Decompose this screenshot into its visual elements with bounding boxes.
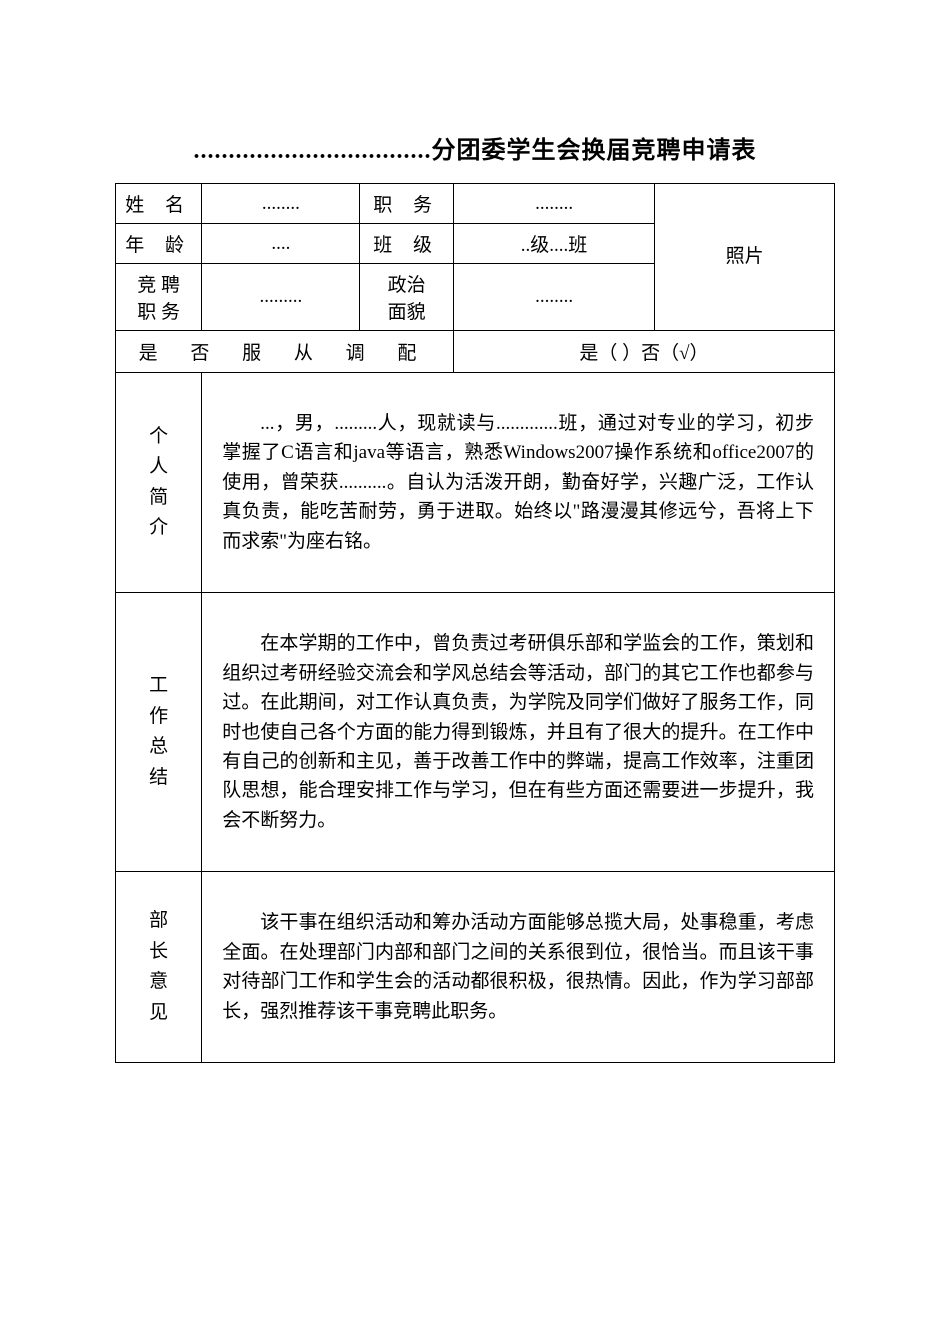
obey-label: 是 否 服 从 调 配 <box>116 331 454 373</box>
work-label: 工作总结 <box>116 593 202 872</box>
position-label: 职 务 <box>360 184 453 224</box>
obey-value: 是（ ）否（√） <box>453 331 834 373</box>
age-label: 年 龄 <box>116 224 202 264</box>
apply-label-line1: 竞 聘 <box>124 270 193 297</box>
intro-text: ...，男，.........人，现就读与.............班，通过对专… <box>210 379 826 586</box>
apply-position-label: 竞 聘 职 务 <box>116 264 202 331</box>
name-label: 姓 名 <box>116 184 202 224</box>
class-value: ..级....班 <box>453 224 654 264</box>
political-label: 政治 面貌 <box>360 264 453 331</box>
political-label-line1: 政治 <box>368 270 444 297</box>
political-value: ........ <box>453 264 654 331</box>
leader-text: 该干事在组织活动和筹办活动方面能够总揽大局，处事稳重，考虑全面。在处理部门内部和… <box>210 878 826 1056</box>
class-label: 班 级 <box>360 224 453 264</box>
work-content-cell: 在本学期的工作中，曾负责过考研俱乐部和学监会的工作，策划和组织过考研经验交流会和… <box>202 593 835 872</box>
intro-content-cell: ...，男，.........人，现就读与.............班，通过对专… <box>202 373 835 593</box>
work-text: 在本学期的工作中，曾负责过考研俱乐部和学监会的工作，策划和组织过考研经验交流会和… <box>210 599 826 865</box>
leader-label: 部长意见 <box>116 872 202 1063</box>
form-title: ..................................分团委学生会… <box>115 130 835 165</box>
political-label-line2: 面貌 <box>368 297 444 324</box>
intro-label: 个人简介 <box>116 373 202 593</box>
photo-cell: 照片 <box>655 184 835 331</box>
name-value: ........ <box>202 184 360 224</box>
position-value: ........ <box>453 184 654 224</box>
apply-label-line2: 职 务 <box>124 297 193 324</box>
age-value: .... <box>202 224 360 264</box>
leader-content-cell: 该干事在组织活动和筹办活动方面能够总揽大局，处事稳重，考虑全面。在处理部门内部和… <box>202 872 835 1063</box>
application-form-table: 姓 名 ........ 职 务 ........ 照片 年 龄 .... 班 … <box>115 183 835 1063</box>
apply-position-value: ......... <box>202 264 360 331</box>
